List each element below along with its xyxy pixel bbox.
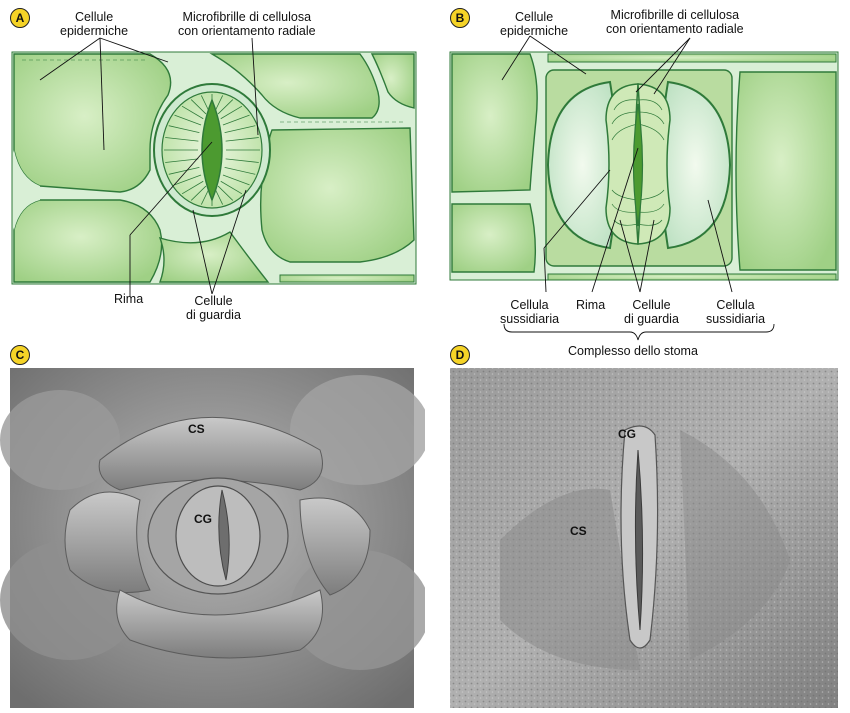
label-microfibrils-b: Microfibrille di cellulosa con orientamen… xyxy=(606,8,744,36)
label-subsidiary-cell-c: CS xyxy=(188,422,205,436)
stomatal-pore-b xyxy=(632,103,644,227)
microfibril-line xyxy=(200,95,210,112)
microfibril-line xyxy=(190,185,207,201)
subsidiary-cell-c xyxy=(98,416,323,491)
microfibril-line xyxy=(224,125,256,134)
stomatal-pore-c xyxy=(218,489,230,581)
guard-cells-a xyxy=(153,83,271,217)
panel-a-diagram xyxy=(11,37,417,296)
label-subsidiary-cell-left: Cellula sussidiaria xyxy=(500,298,560,326)
panel-d: D CG CS xyxy=(440,340,850,713)
label-pore-b: Rima xyxy=(576,298,606,312)
label-pore-a: Rima xyxy=(114,292,144,306)
panel-b-badge: B xyxy=(450,8,470,28)
epidermal-cell xyxy=(13,199,163,283)
microfibril-line xyxy=(220,180,243,195)
epidermal-cell xyxy=(259,127,415,263)
microfibril-line xyxy=(217,185,234,201)
panel-d-badge: D xyxy=(450,345,470,365)
microfibril-line xyxy=(174,114,202,126)
stomatal-pore xyxy=(201,97,223,203)
microfibril-line xyxy=(220,105,243,120)
label-microfibrils-a: Microfibrille di cellulosa con orientamen… xyxy=(178,10,316,38)
epidermal-cell xyxy=(735,71,837,271)
stomatal-pore-d xyxy=(634,449,644,631)
label-stomatal-complex: Complesso dello stoma xyxy=(568,344,698,358)
label-guard-cell-c: CG xyxy=(194,512,212,526)
microfibril-line xyxy=(165,137,199,142)
microfibril-line xyxy=(224,166,256,175)
label-guard-cell-d: CG xyxy=(618,427,636,441)
microfibril-line xyxy=(181,180,204,195)
label-epidermal-cells-a: Cellule epidermiche xyxy=(60,10,129,38)
panel-c-badge: C xyxy=(10,345,30,365)
epidermal-cell xyxy=(451,53,538,193)
label-guard-cells-b: Cellule di guardia xyxy=(624,298,679,326)
microfibril-line xyxy=(217,99,234,115)
microfibril-line xyxy=(225,158,259,163)
label-epidermal-cells-b: Cellule epidermiche xyxy=(500,10,569,38)
panel-a-badge: A xyxy=(10,8,30,28)
subsidiary-cell-d xyxy=(500,488,640,670)
microfibril-line xyxy=(168,125,200,134)
panel-d-micrograph xyxy=(450,368,838,708)
microfibril-line xyxy=(222,114,250,126)
microfibril-line xyxy=(222,174,250,186)
microfibril-line xyxy=(165,158,199,163)
stomatal-complex-b xyxy=(545,69,733,267)
microfibril-line xyxy=(174,174,202,186)
microfibril-line xyxy=(190,99,207,115)
microfibril-line xyxy=(214,95,224,112)
epidermal-cell xyxy=(451,203,537,273)
panel-c-micrograph xyxy=(0,368,425,708)
label-guard-cells-a: Cellule di guardia xyxy=(186,294,241,322)
panel-b: B xyxy=(440,0,850,360)
panel-a: A xyxy=(0,0,425,330)
microfibril-line xyxy=(181,105,204,120)
guard-cells-c xyxy=(175,485,261,587)
microfibril-line xyxy=(225,137,259,142)
microfibril-line xyxy=(168,166,200,175)
microfibril-line xyxy=(200,188,210,205)
label-subsidiary-cell-d: CS xyxy=(570,524,587,538)
label-subsidiary-cell-right: Cellula sussidiaria xyxy=(706,298,766,326)
panel-b-diagram xyxy=(449,35,839,341)
microfibril-line xyxy=(214,188,224,205)
panel-c: C CS CG xyxy=(0,340,425,713)
